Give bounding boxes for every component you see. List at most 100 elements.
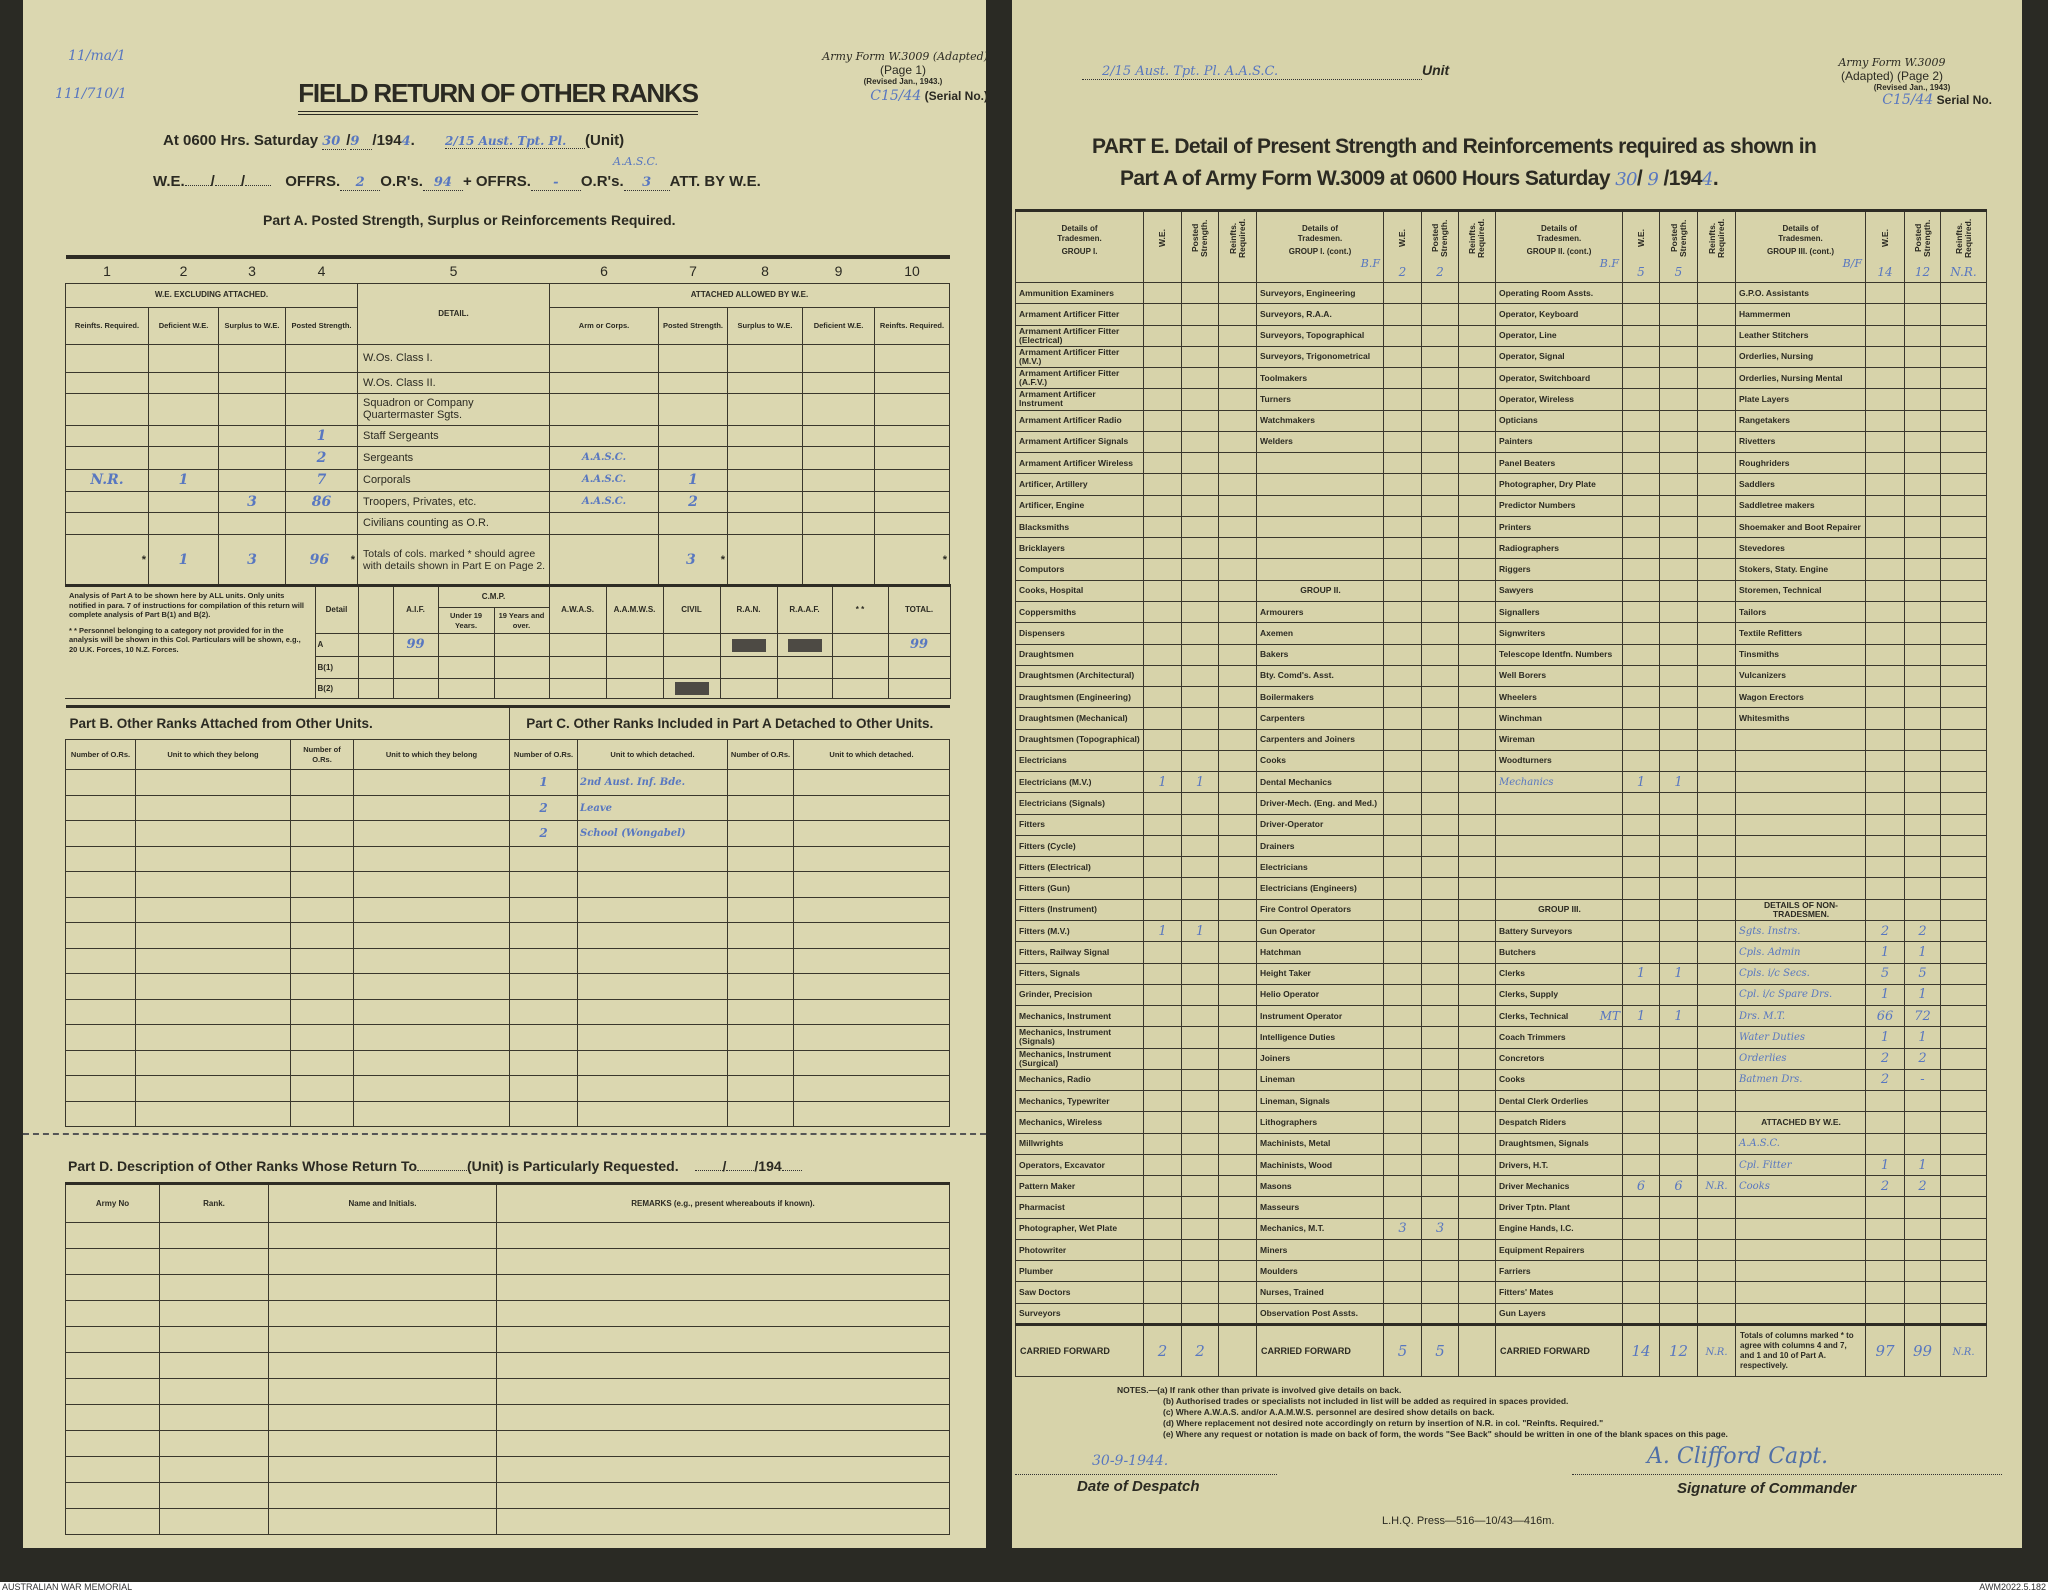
analysis-header-row: Analysis of Part A to be shown here by A…	[65, 584, 951, 699]
group-name: GROUP I.	[1061, 247, 1098, 256]
brought-forward-value: 2	[1398, 265, 1407, 279]
part-d-cell	[268, 1456, 497, 1483]
group-header-row: W.E. EXCLUDING ATTACHED. DETAIL. ATTACHED …	[65, 282, 950, 345]
trade-value	[1421, 452, 1459, 475]
trade-value	[1458, 962, 1496, 985]
trade-value	[1659, 1047, 1698, 1070]
trade-value	[1697, 1068, 1736, 1092]
part-d-cell	[496, 1456, 950, 1483]
details-label: Details of Tradesmen.	[1297, 224, 1343, 243]
handwritten-value: 2	[316, 449, 327, 466]
trade-label-text: Mechanics	[1499, 776, 1554, 788]
part-c-cell	[509, 998, 578, 1025]
trade-value	[1622, 1068, 1660, 1092]
trade-value	[1458, 367, 1496, 390]
part-d-cell	[496, 1482, 950, 1509]
trade-value	[1904, 1238, 1941, 1262]
trade-label: Coppersmiths	[1015, 600, 1144, 624]
trade-value	[1181, 941, 1219, 964]
trade-label: Signwriters	[1495, 622, 1623, 645]
trade-value	[1421, 324, 1459, 347]
tradesman-row: Ammunition Examiners Surveyors, Engineeri…	[1015, 281, 1987, 305]
part-b-c-row	[65, 1024, 951, 1051]
trade-label: Instrument Operator	[1256, 1005, 1384, 1028]
handwritten-value: 2	[1880, 1051, 1890, 1067]
trade-label: Boilermakers	[1256, 686, 1384, 709]
part-d-cell	[159, 1248, 269, 1275]
part-b-cell	[135, 1075, 291, 1102]
trade-value	[1181, 856, 1219, 879]
trade-value	[1421, 813, 1459, 836]
strength-cell	[148, 371, 219, 394]
trade-value	[1181, 1111, 1219, 1134]
trade-value	[1181, 1153, 1219, 1177]
analysis-cell	[493, 633, 550, 657]
part-b-cell	[65, 1075, 136, 1102]
trade-value	[1218, 303, 1257, 326]
trade-value	[1383, 643, 1422, 666]
section-heading: ATTACHED BY W.E.	[1735, 1111, 1866, 1134]
strength-cell	[658, 371, 728, 394]
trade-value	[1697, 643, 1736, 666]
strength-cell	[874, 371, 950, 394]
strength-cell	[218, 371, 286, 394]
trade-value	[1904, 515, 1941, 539]
trade-value	[1904, 1260, 1941, 1283]
trade-value	[1383, 473, 1422, 496]
trade-value	[1865, 1132, 1905, 1155]
part-b-cell	[135, 845, 291, 872]
part-d-cell	[268, 1482, 497, 1509]
trade-label: Draughtsmen, Signals	[1495, 1132, 1623, 1155]
part-b-cell	[135, 820, 291, 847]
tradesman-row: Armament Artificer Instrument Turners Oper…	[1015, 388, 1987, 411]
trade-value	[1622, 1238, 1660, 1262]
trade-value	[1421, 771, 1459, 794]
trade-value	[1659, 1153, 1698, 1177]
strength-cell	[549, 424, 659, 447]
trade-value	[1143, 1026, 1182, 1049]
handwritten-value: 3	[247, 493, 257, 510]
trade-value: 1	[1904, 1153, 1941, 1177]
detached-count: 2	[539, 826, 548, 841]
part-d-cell	[65, 1482, 160, 1509]
trade-value: 2	[1865, 919, 1905, 943]
vertical-header-box: Posted Strength.	[1661, 214, 1697, 265]
carried-forward-value: 2	[1143, 1323, 1182, 1378]
tradesman-row: Fitters (Gun) Electricians (Engineers)	[1015, 877, 1987, 900]
analysis-row-label: A	[314, 633, 359, 657]
trade-value	[1697, 409, 1736, 432]
trade-label: Operator, Switchboard	[1495, 367, 1623, 390]
trade-value	[1940, 962, 1987, 985]
trade-label-text: Cpls. i/c Secs.	[1739, 968, 1810, 980]
trade-label: G.P.O. Assistants	[1735, 281, 1866, 305]
strength-cell	[285, 371, 358, 394]
trade-value	[1904, 664, 1941, 688]
part-c-cell	[792, 922, 951, 949]
strength-cell: 1	[285, 424, 358, 447]
tradesman-row: Electricians (Signals) Driver-Mech. (Eng.…	[1015, 792, 1987, 815]
part-c-cell	[792, 769, 951, 796]
handwritten-value: 99	[909, 637, 929, 652]
trade-value: 1	[1659, 1005, 1698, 1028]
trade-value	[1904, 877, 1941, 900]
detail-label: Staff Sergeants	[357, 424, 550, 447]
part-b-cell	[353, 1024, 510, 1051]
tradesman-row: Mechanics, Instrument (Surgical) Joiners C…	[1015, 1047, 1987, 1070]
handwritten-value: 1	[1918, 1029, 1927, 1045]
handwritten-value: 97	[1875, 1341, 1895, 1360]
part-d-cell	[496, 1326, 950, 1353]
part-d-cell	[268, 1508, 497, 1535]
trade-value	[1697, 494, 1736, 517]
handwritten-value: 1	[1636, 774, 1646, 790]
trade-value	[1904, 558, 1941, 581]
trade-value	[1622, 515, 1660, 539]
analysis-cell	[605, 633, 664, 657]
trade-value: -	[1904, 1068, 1941, 1092]
trade-value	[1458, 1047, 1496, 1070]
trade-value	[1865, 1260, 1905, 1283]
trade-value	[1622, 303, 1660, 326]
trade-value	[1421, 1068, 1459, 1092]
trade-value	[1940, 515, 1987, 539]
analysis-header	[357, 584, 394, 634]
trade-value	[1865, 771, 1905, 794]
